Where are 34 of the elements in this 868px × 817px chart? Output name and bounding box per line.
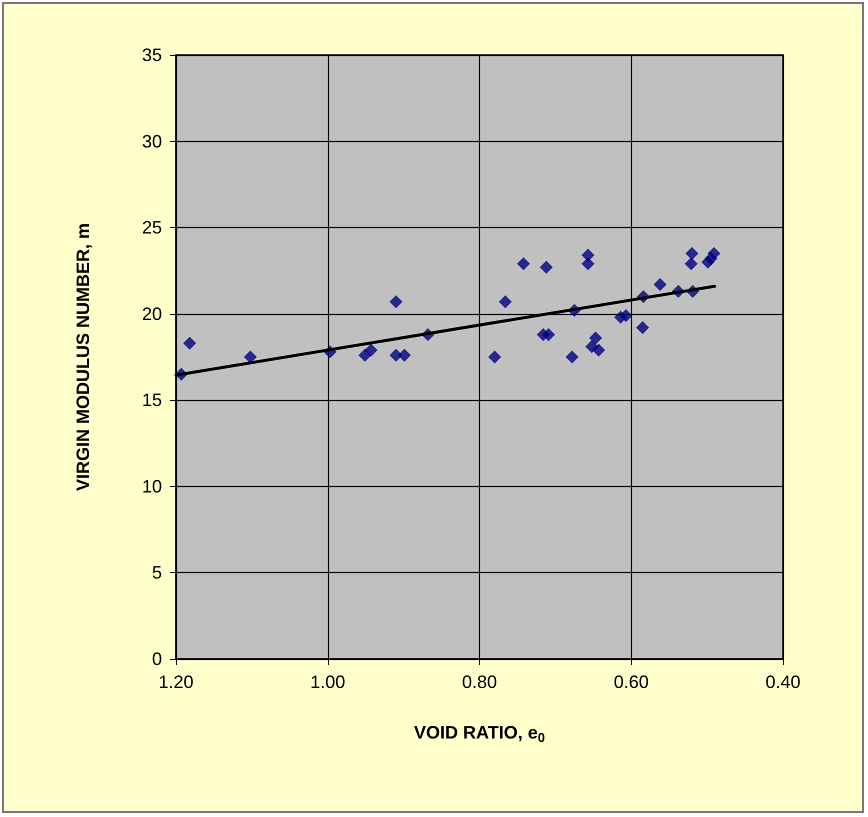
- y-tick-label: 15: [142, 390, 162, 410]
- point: [636, 321, 650, 334]
- point: [592, 344, 606, 357]
- y-tick-label: 10: [142, 476, 162, 496]
- point: [685, 246, 698, 260]
- y-tick-label: 30: [142, 131, 162, 152]
- point: [684, 257, 698, 270]
- point: [582, 257, 594, 270]
- x-tick-label: 0.40: [765, 672, 801, 692]
- x-tick-label: 1.20: [158, 672, 194, 692]
- point: [390, 295, 403, 308]
- point: [654, 278, 667, 292]
- point: [517, 257, 530, 270]
- point: [183, 336, 196, 350]
- point: [589, 332, 602, 345]
- point: [566, 350, 579, 364]
- point: [498, 295, 512, 308]
- y-tick-label: 25: [142, 218, 162, 238]
- point: [364, 344, 378, 357]
- y-tick-label: 5: [152, 562, 162, 583]
- y-axis-title: VIRGIN MODULUS NUMBER, m: [73, 222, 93, 492]
- point: [398, 348, 411, 362]
- point: [542, 328, 556, 342]
- point: [704, 252, 718, 266]
- point: [540, 260, 553, 274]
- x-tick-label: 1.00: [310, 672, 346, 692]
- point: [619, 309, 632, 322]
- x-tick-label: 0.80: [462, 672, 498, 692]
- point: [244, 350, 257, 364]
- point: [488, 350, 502, 364]
- y-tick-label: 35: [142, 45, 162, 65]
- x-tick-label: 0.60: [614, 672, 649, 692]
- y-tick-label: 0: [152, 649, 162, 669]
- y-tick-label: 20: [142, 304, 162, 324]
